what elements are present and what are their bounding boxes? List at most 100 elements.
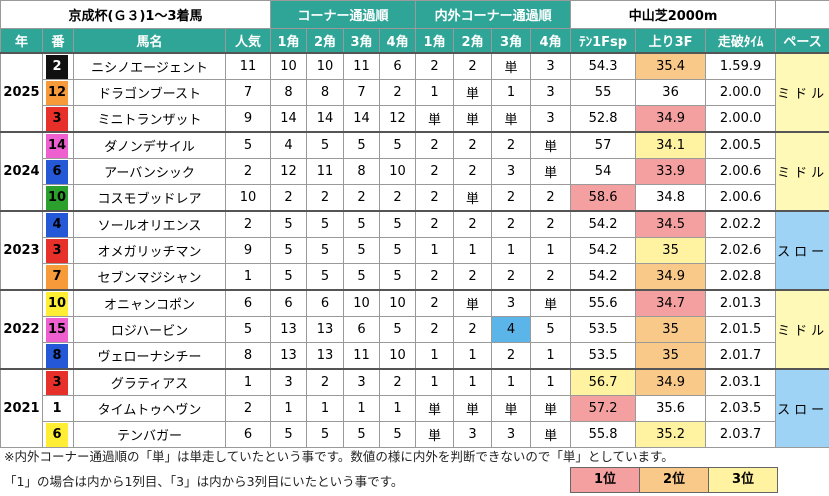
inout-position: 3: [492, 422, 531, 448]
ten-1f: 54.2: [571, 238, 636, 264]
corner-position: 13: [307, 343, 344, 370]
corner-position: 5: [307, 422, 344, 448]
popularity: 2: [226, 211, 271, 238]
column-header: 馬名: [74, 29, 226, 54]
inout-position: 2: [531, 264, 571, 291]
group-header: コーナー通過順: [271, 1, 416, 29]
gate-number: 3: [46, 371, 68, 395]
gate-number: 4: [46, 213, 68, 237]
gate-number: 6: [46, 160, 68, 184]
horse-name: コスモブッドレア: [74, 185, 226, 212]
gate-cell: 7: [43, 264, 74, 291]
finish-time: 2.01.5: [706, 317, 776, 343]
inout-position: 2: [416, 185, 454, 212]
inout-position: 4: [492, 317, 531, 343]
inout-position: 3: [492, 159, 531, 185]
inout-position: 単: [492, 53, 531, 80]
gate-cell: 3: [43, 106, 74, 133]
inout-position: 2: [531, 211, 571, 238]
ten-1f: 52.8: [571, 106, 636, 133]
corner-position: 3: [271, 369, 307, 396]
corner-position: 10: [307, 53, 344, 80]
finish-time: 1.59.9: [706, 53, 776, 80]
inout-position: 単: [531, 132, 571, 159]
ten-1f: 54.2: [571, 264, 636, 291]
inout-position: 1: [454, 369, 492, 396]
corner-position: 5: [344, 132, 380, 159]
results-table: 京成杯(Ｇ３)1～3着馬 コーナー通過順 内外コーナー通過順 中山芝2000m …: [0, 0, 829, 448]
finish-time: 2.02.8: [706, 264, 776, 291]
inout-position: 2: [416, 290, 454, 317]
agari-3f: 34.9: [636, 369, 706, 396]
gate-number: 7: [46, 265, 68, 289]
column-header: 走破ﾀｲﾑ: [706, 29, 776, 54]
empty-cell: [776, 1, 829, 29]
corner-position: 6: [271, 290, 307, 317]
corner-position: 8: [344, 159, 380, 185]
gate-cell: 6: [43, 159, 74, 185]
horse-name: ニシノエージェント: [74, 53, 226, 80]
pace-cell: ミドル: [776, 132, 829, 211]
ten-1f: 57.2: [571, 396, 636, 422]
popularity: 9: [226, 238, 271, 264]
column-header: 年: [1, 29, 43, 54]
popularity: 1: [226, 369, 271, 396]
gate-cell: 3: [43, 369, 74, 396]
inout-position: 2: [454, 317, 492, 343]
agari-3f: 34.7: [636, 290, 706, 317]
agari-3f: 35: [636, 238, 706, 264]
corner-position: 5: [307, 238, 344, 264]
inout-position: 1: [531, 238, 571, 264]
corner-position: 10: [380, 290, 416, 317]
finish-time: 2.00.6: [706, 185, 776, 212]
inout-position: 3: [531, 106, 571, 133]
column-header: 1角: [271, 29, 307, 54]
legend-item: 2位: [639, 467, 709, 493]
gate-number: 14: [46, 134, 68, 158]
corner-position: 5: [271, 238, 307, 264]
inout-position: 2: [492, 211, 531, 238]
corner-position: 5: [271, 422, 307, 448]
inout-position: 2: [492, 343, 531, 370]
corner-position: 5: [307, 211, 344, 238]
table-title: 京成杯(Ｇ３)1～3着馬: [1, 1, 271, 29]
inout-position: 単: [531, 159, 571, 185]
inout-position: 2: [531, 185, 571, 212]
horse-name: ミニトランザット: [74, 106, 226, 133]
ten-1f: 55.8: [571, 422, 636, 448]
popularity: 6: [226, 290, 271, 317]
horse-name: セブンマジシャン: [74, 264, 226, 291]
agari-3f: 33.9: [636, 159, 706, 185]
inout-position: 単: [454, 185, 492, 212]
year-cell: 2025: [1, 53, 43, 132]
inout-position: 単: [492, 106, 531, 133]
horse-name: グラティアス: [74, 369, 226, 396]
ten-1f: 53.5: [571, 343, 636, 370]
corner-position: 10: [380, 159, 416, 185]
column-header: ペース: [776, 29, 829, 54]
column-header: 2角: [454, 29, 492, 54]
inout-position: 2: [454, 132, 492, 159]
corner-position: 5: [271, 264, 307, 291]
finish-time: 2.00.0: [706, 80, 776, 106]
course-header: 中山芝2000m: [571, 1, 776, 29]
horse-name: オニャンコポン: [74, 290, 226, 317]
corner-position: 1: [307, 396, 344, 422]
popularity: 7: [226, 80, 271, 106]
pace-cell: ミドル: [776, 53, 829, 132]
inout-position: 2: [492, 185, 531, 212]
corner-position: 4: [271, 132, 307, 159]
gate-cell: 2: [43, 53, 74, 80]
inout-position: 単: [492, 396, 531, 422]
legend-item: 1位: [570, 467, 640, 493]
inout-position: 2: [416, 132, 454, 159]
corner-position: 1: [271, 396, 307, 422]
corner-position: 7: [344, 80, 380, 106]
year-cell: 2024: [1, 132, 43, 211]
gate-number: 2: [46, 55, 68, 79]
